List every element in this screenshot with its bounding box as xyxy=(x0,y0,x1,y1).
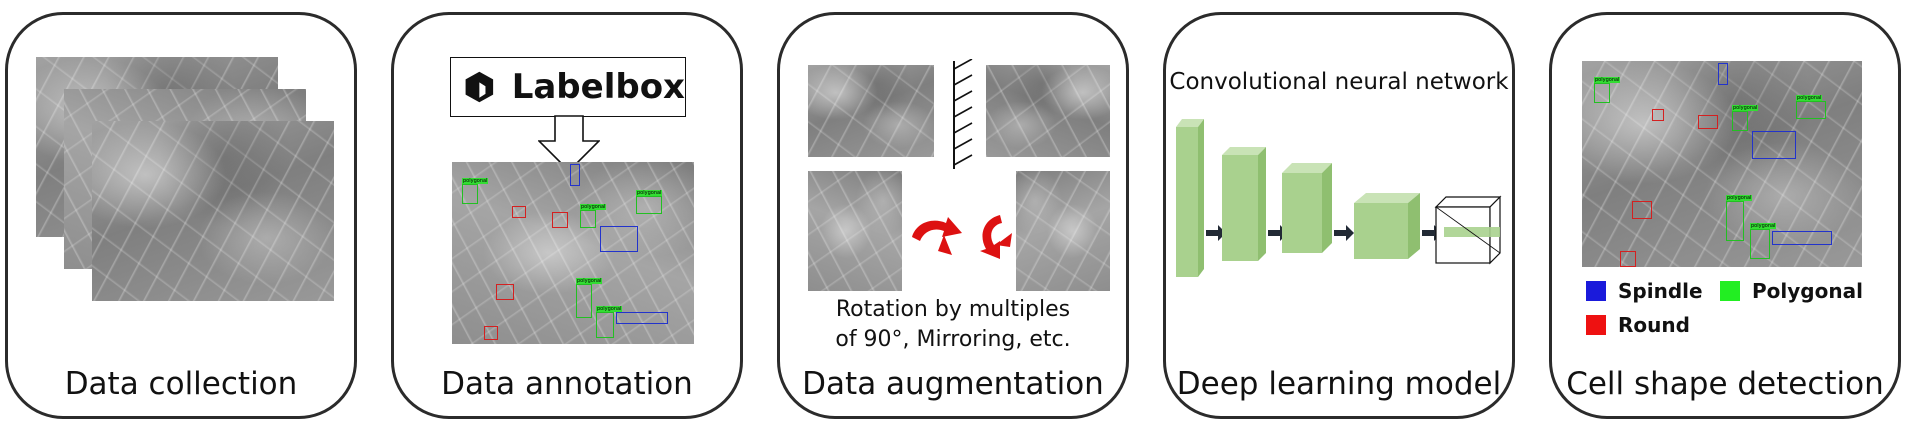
caption-data-augmentation: Data augmentation xyxy=(802,366,1104,402)
legend-label-polygonal: Polygonal xyxy=(1752,279,1863,303)
detection-result-image: polygonal polygonal polygonal polygonal … xyxy=(1582,61,1862,267)
legend-polygonal: Polygonal xyxy=(1720,279,1863,303)
original-image-top xyxy=(808,65,934,157)
down-arrow-icon xyxy=(538,115,600,173)
output-cube xyxy=(1434,195,1502,265)
panel-data-collection: Data collection xyxy=(5,12,357,419)
labelbox-wordmark: Labelbox xyxy=(511,67,685,107)
spindle-box xyxy=(1718,63,1728,85)
caption-cell-shape-detection: Cell shape detection xyxy=(1566,366,1884,402)
panel-deep-learning-model: Convolutional neural network xyxy=(1163,12,1515,419)
cnn-title: Convolutional neural network xyxy=(1169,69,1509,95)
labelbox-cube-icon xyxy=(465,71,494,103)
cnn-layer xyxy=(1282,163,1332,253)
spindle-box xyxy=(1752,131,1796,159)
round-box xyxy=(552,212,568,228)
panel-cell-shape-detection: polygonal polygonal polygonal polygonal … xyxy=(1549,12,1901,419)
spindle-box xyxy=(616,312,668,324)
spindle-box xyxy=(570,164,580,186)
panel-data-augmentation: Rotation by multiples of 90°, Mirroring,… xyxy=(777,12,1129,419)
layer-arrow-icon xyxy=(1206,225,1226,241)
augmentation-note-line2: of 90°, Mirroring, etc. xyxy=(835,327,1071,352)
legend-swatch-polygonal xyxy=(1720,281,1740,301)
original-image-left xyxy=(808,171,902,291)
annotated-image: polygonal polygonal polygonal polygonal … xyxy=(452,162,694,344)
augmentation-note-line1: Rotation by multiples xyxy=(835,297,1071,322)
round-box xyxy=(1620,251,1636,267)
caption-data-annotation: Data annotation xyxy=(441,366,693,402)
legend-round: Round xyxy=(1586,313,1690,337)
spindle-box xyxy=(1772,231,1832,245)
legend-spindle: Spindle xyxy=(1586,279,1703,303)
polygonal-box: polygonal xyxy=(1750,223,1777,259)
round-box xyxy=(1698,115,1718,129)
rotated-image xyxy=(1016,171,1110,291)
caption-data-collection: Data collection xyxy=(64,366,298,402)
stack-image-front xyxy=(92,121,334,301)
cnn-layer xyxy=(1222,147,1266,261)
polygonal-box: polygonal xyxy=(596,306,623,338)
round-box xyxy=(1652,109,1664,121)
cnn-layer xyxy=(1176,119,1204,277)
layer-arrow-icon xyxy=(1334,225,1354,241)
legend-label-round: Round xyxy=(1618,313,1690,337)
rotate-ccw-arrow-icon xyxy=(980,215,1012,259)
round-box xyxy=(512,206,526,218)
polygonal-box: polygonal xyxy=(1732,105,1759,131)
spindle-box xyxy=(600,226,638,252)
round-box xyxy=(484,326,498,340)
polygonal-box: polygonal xyxy=(636,190,663,214)
round-box xyxy=(496,284,514,300)
polygonal-box: polygonal xyxy=(462,178,489,204)
polygonal-box: polygonal xyxy=(580,204,607,228)
polygonal-box: polygonal xyxy=(1594,77,1621,103)
caption-deep-learning-model: Deep learning model xyxy=(1176,366,1502,402)
augmentation-note: Rotation by multiples of 90°, Mirroring,… xyxy=(780,295,1126,355)
cnn-diagram xyxy=(1176,119,1502,277)
polygonal-box: polygonal xyxy=(576,278,603,318)
polygonal-box: polygonal xyxy=(1796,95,1826,119)
rotate-cw-arrow-icon xyxy=(912,217,962,255)
round-box xyxy=(1632,201,1652,219)
legend-swatch-spindle xyxy=(1586,281,1606,301)
panel-data-annotation: Labelbox polygonal polygonal polygonal p… xyxy=(391,12,743,419)
cnn-layer xyxy=(1354,193,1420,259)
legend-swatch-round xyxy=(1586,315,1606,335)
polygonal-box: polygonal xyxy=(1726,195,1753,241)
mirror-icon xyxy=(953,59,973,169)
labelbox-logo: Labelbox xyxy=(450,57,686,117)
mirrored-image xyxy=(986,65,1110,157)
legend-label-spindle: Spindle xyxy=(1618,279,1703,303)
